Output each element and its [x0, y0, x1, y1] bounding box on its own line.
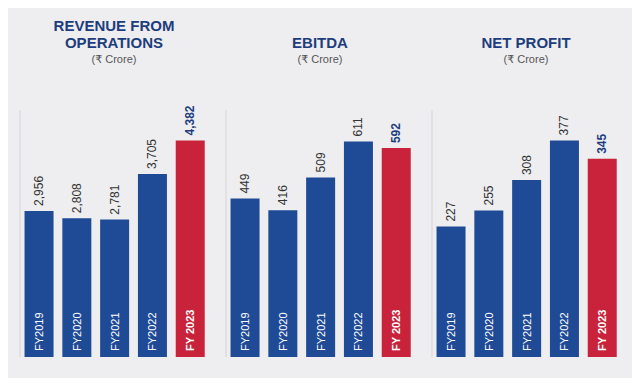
svg-text:FY2021: FY2021: [315, 312, 327, 351]
svg-text:592: 592: [389, 123, 403, 143]
svg-text:255: 255: [482, 185, 496, 205]
svg-text:2,956: 2,956: [32, 176, 46, 206]
svg-text:2,808: 2,808: [70, 183, 84, 213]
html-text:EBITDA: EBITDA: [292, 34, 348, 51]
svg-text:509: 509: [314, 152, 328, 172]
svg-text:611: 611: [351, 117, 365, 136]
svg-text:FY 2023: FY 2023: [596, 310, 608, 351]
svg-text:345: 345: [595, 133, 609, 153]
svg-text:FY 2023: FY 2023: [390, 310, 402, 351]
svg-text:4,382: 4,382: [183, 105, 197, 135]
svg-text:FY2019: FY2019: [445, 312, 457, 351]
svg-text:FY2022: FY2022: [146, 312, 158, 351]
svg-text:FY2022: FY2022: [352, 312, 364, 351]
svg-text:377: 377: [557, 115, 571, 135]
svg-text:227: 227: [444, 201, 458, 221]
html-text:(₹ Crore): (₹ Crore): [91, 53, 137, 65]
svg-text:FY 2023: FY 2023: [184, 310, 196, 351]
svg-text:FY2020: FY2020: [71, 312, 83, 351]
svg-text:2,781: 2,781: [108, 184, 122, 214]
svg-text:416: 416: [276, 185, 290, 205]
html-text:NET PROFIT: NET PROFIT: [481, 34, 571, 51]
html-text:(₹ Crore): (₹ Crore): [297, 53, 343, 65]
svg-text:FY2020: FY2020: [277, 312, 289, 351]
svg-text:FY2019: FY2019: [33, 312, 45, 351]
svg-text:449: 449: [238, 173, 252, 193]
svg-text:308: 308: [520, 155, 534, 175]
html-text:(₹ Crore): (₹ Crore): [503, 53, 549, 65]
html-text:REVENUE FROM OPERATIONS: REVENUE FROM OPERATIONS: [53, 17, 175, 51]
svg-text:FY2019: FY2019: [239, 312, 251, 351]
svg-text:3,705: 3,705: [145, 139, 159, 169]
svg-text:FY2021: FY2021: [521, 312, 533, 351]
svg-text:FY2020: FY2020: [483, 312, 495, 351]
svg-text:FY2021: FY2021: [109, 312, 121, 351]
svg-text:FY2022: FY2022: [558, 312, 570, 351]
